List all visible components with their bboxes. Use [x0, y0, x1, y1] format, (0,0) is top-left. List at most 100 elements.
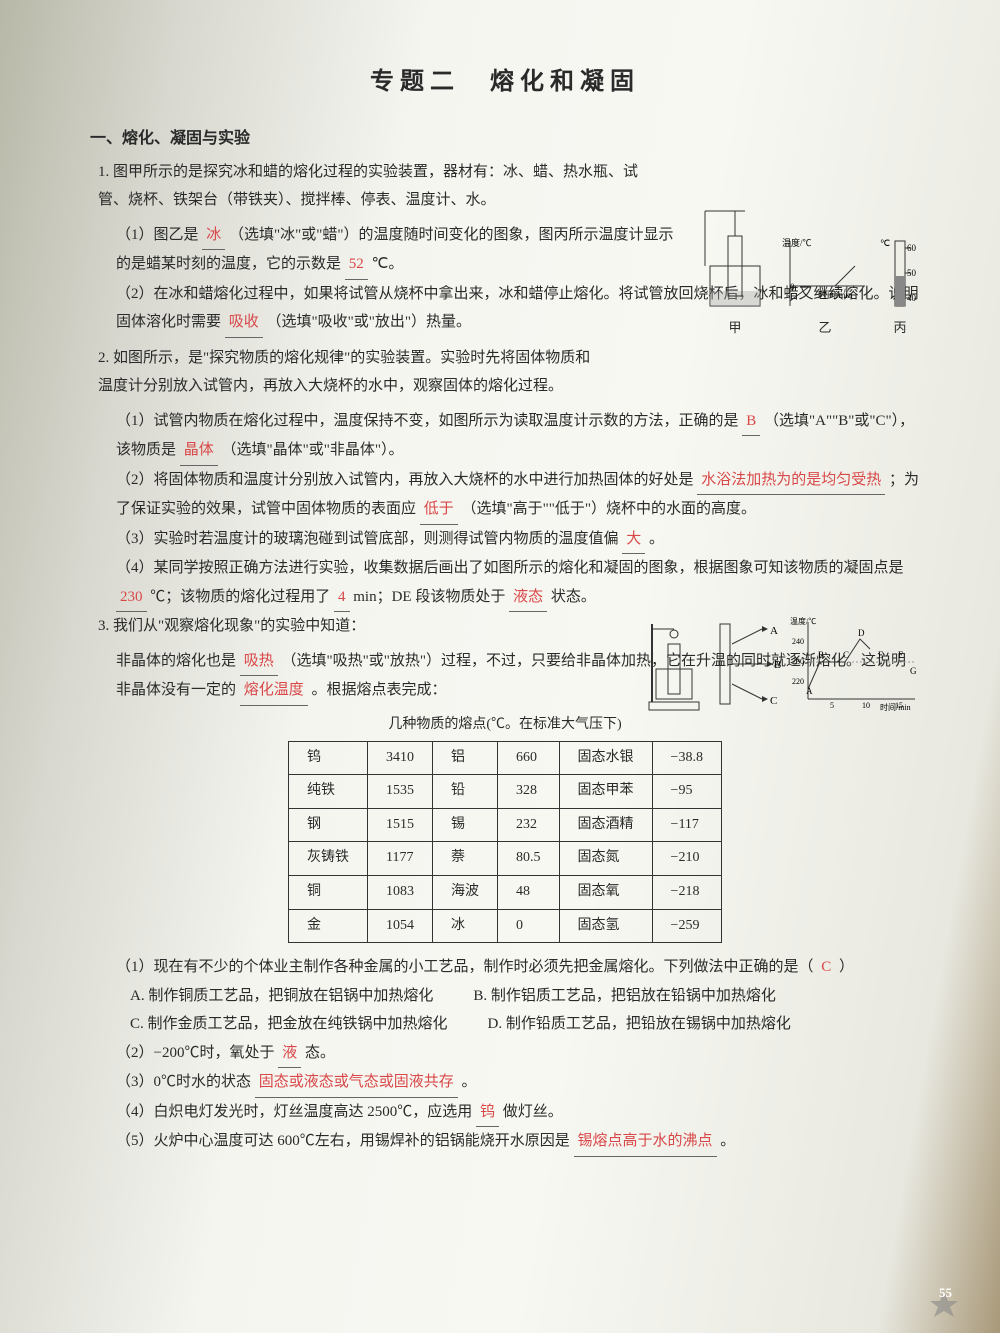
text: （选填"吸收"或"放出"）热量。: [267, 314, 472, 330]
caption: 丙: [880, 316, 920, 341]
svg-text:220: 220: [792, 677, 804, 686]
section-heading: 一、熔化、凝固与实验: [90, 124, 920, 154]
table-cell: 固态酒精: [559, 808, 652, 842]
svg-text:B: B: [818, 650, 824, 660]
answer: 固态或液态或气态或固液共存: [255, 1068, 458, 1098]
table-cell: −117: [652, 808, 721, 842]
answer: 晶体: [180, 436, 218, 466]
table-row: 纯铁1535铅328固态甲苯−95: [289, 775, 722, 809]
text: min；DE 段该物质处于: [353, 589, 505, 605]
text: 状态。: [551, 589, 596, 605]
text: 做灯丝。: [503, 1104, 563, 1120]
text: （选填"晶体"或"非晶体"）。: [222, 442, 404, 458]
table-cell: 固态氢: [559, 909, 652, 943]
svg-text:F: F: [898, 650, 903, 660]
option-b: B. 制作铝质工艺品，把铝放在铅锅中加热熔化: [473, 982, 776, 1011]
text: ℃；该物质的熔化过程用了: [150, 589, 330, 605]
svg-text:℃: ℃: [880, 238, 890, 248]
table-cell: −218: [652, 875, 721, 909]
svg-text:G: G: [910, 666, 917, 676]
svg-text:E: E: [878, 650, 884, 660]
option-c: C. 制作金质工艺品，把金放在纯铁锅中加热熔化: [130, 1010, 448, 1039]
answer: 4: [334, 583, 350, 613]
text: 非晶体的熔化也是: [116, 653, 236, 669]
table-cell: 固态甲苯: [559, 775, 652, 809]
text: （3）实验时若温度计的玻璃泡碰到试管底部，则测得试管内物质的温度值偏: [116, 531, 619, 547]
table-cell: 1054: [368, 909, 433, 943]
svg-text:10: 10: [862, 701, 870, 710]
beaker-icon: [700, 206, 770, 316]
apparatus-icon: [644, 614, 704, 714]
svg-text:15: 15: [895, 701, 903, 710]
answer: 230: [116, 583, 147, 613]
table-cell: 铝: [433, 741, 498, 775]
table-cell: 48: [498, 875, 560, 909]
table-cell: 钨: [289, 741, 368, 775]
text: （2）将固体物质和温度计分别放入试管内，再放入大烧杯的水中进行加热固体的好处是: [116, 472, 694, 488]
text: （2）−200℃时，氧处于: [116, 1045, 274, 1061]
svg-text:A: A: [770, 625, 778, 637]
page-title: 专题二 熔化和凝固: [90, 60, 920, 106]
table-cell: −95: [652, 775, 721, 809]
q2-diagrams: A B C 温度/℃ 时间/min 240 230 220 5 10 15 B …: [644, 614, 920, 714]
caption: 甲: [700, 316, 770, 341]
q1-diagrams: 甲 温度/℃ 0 时间/min 乙 ℃ 60: [700, 206, 920, 341]
table-cell: 1535: [368, 775, 433, 809]
svg-text:240: 240: [792, 637, 804, 646]
table-cell: 1083: [368, 875, 433, 909]
thermometer-icon: ℃ 60 50 40: [880, 236, 920, 316]
melting-point-table: 钨3410铝660固态水银−38.8纯铁1535铅328固态甲苯−95钢1515…: [288, 741, 722, 944]
answer: C: [817, 953, 835, 982]
answer: 冰: [202, 221, 225, 251]
table-cell: 3410: [368, 741, 433, 775]
table-cell: 0: [498, 909, 560, 943]
svg-text:温度/℃: 温度/℃: [790, 616, 816, 626]
svg-text:C: C: [843, 650, 849, 660]
answer: 锡熔点高于水的沸点: [574, 1127, 717, 1157]
table-row: 金1054冰0固态氢−259: [289, 909, 722, 943]
table-row: 钨3410铝660固态水银−38.8: [289, 741, 722, 775]
text: （1）图乙是: [116, 227, 199, 243]
table-cell: −38.8: [652, 741, 721, 775]
table-cell: 冰: [433, 909, 498, 943]
option-a: A. 制作铜质工艺品，把铜放在铝锅中加热熔化: [130, 982, 433, 1011]
table-row: 灰铸铁1177萘80.5固态氮−210: [289, 842, 722, 876]
melting-graph: 温度/℃ 时间/min 240 230 220 5 10 15 B C D E …: [790, 614, 920, 714]
svg-text:D: D: [858, 628, 865, 638]
svg-text:230: 230: [792, 657, 804, 666]
table-row: 钢1515锡232固态酒精−117: [289, 808, 722, 842]
table-cell: 328: [498, 775, 560, 809]
answer: 液: [278, 1039, 301, 1069]
text: （1）试管内物质在熔化过程中，温度保持不变，如图所示为读取温度计示数的方法，正确…: [116, 413, 739, 429]
table-cell: 固态氮: [559, 842, 652, 876]
text: （4）白炽电灯发光时，灯丝温度高达 2500℃，应选用: [116, 1104, 472, 1120]
table-cell: 660: [498, 741, 560, 775]
answer: 熔化温度: [240, 676, 308, 706]
text: 。: [720, 1133, 735, 1149]
table-cell: 海波: [433, 875, 498, 909]
svg-text:温度/℃: 温度/℃: [782, 237, 812, 248]
answer: 大: [622, 525, 645, 555]
text: 。: [462, 1074, 477, 1090]
table-cell: 铜: [289, 875, 368, 909]
answer: 52: [345, 250, 368, 280]
table-cell: −210: [652, 842, 721, 876]
table-row: 铜1083海波48固态氧−218: [289, 875, 722, 909]
text: （5）火炉中心温度可达 600℃左右，用锡焊补的铝锅能烧开水原因是: [116, 1133, 570, 1149]
page-number-badge: 55: [924, 1289, 980, 1319]
text: （选填"高于""低于"）烧杯中的水面的高度。: [462, 501, 757, 517]
answer: B: [742, 407, 760, 437]
table-title: 几种物质的熔点(℃。在标准大气压下): [90, 712, 920, 739]
table-cell: 铅: [433, 775, 498, 809]
svg-text:B: B: [774, 659, 781, 671]
text: 。根据熔点表完成：: [312, 682, 447, 698]
text: 态。: [305, 1045, 335, 1061]
table-cell: 1177: [368, 842, 433, 876]
svg-text:时间/min: 时间/min: [818, 289, 853, 300]
answer: 水浴法加热为的是均匀受热: [697, 466, 885, 496]
text: 。: [649, 531, 664, 547]
text: （4）某同学按照正确方法进行实验，收集数据后画出了如图所示的熔化和凝固的图象，根…: [116, 560, 904, 576]
text: ）: [839, 959, 854, 975]
table-cell: 固态氧: [559, 875, 652, 909]
answer: 吸收: [225, 308, 263, 338]
